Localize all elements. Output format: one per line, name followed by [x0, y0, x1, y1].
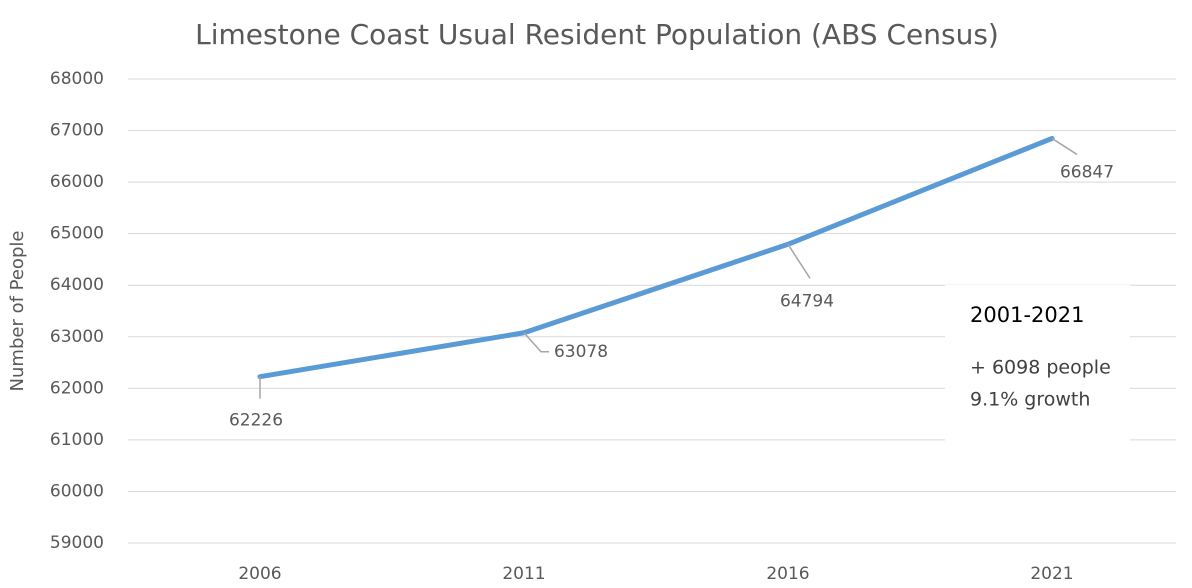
annotation-box [945, 285, 1130, 445]
y-tick-label: 67000 [50, 121, 104, 141]
data-label: 63078 [554, 342, 608, 362]
x-tick-label: 2006 [238, 564, 281, 584]
y-tick-label: 68000 [50, 69, 104, 89]
data-label: 64794 [780, 291, 834, 311]
y-tick-label: 62000 [50, 378, 104, 398]
y-tick-label: 59000 [50, 533, 104, 553]
annotation-text: + 6098 people [970, 357, 1111, 379]
data-label: 66847 [1060, 162, 1114, 182]
annotation-text: 9.1% growth [970, 389, 1090, 411]
y-tick-label: 66000 [50, 172, 104, 192]
y-tick-label: 63000 [50, 327, 104, 347]
y-tick-label: 61000 [50, 430, 104, 450]
y-tick-label: 64000 [50, 275, 104, 295]
y-axis-label: Number of People [7, 231, 28, 392]
leader-line [523, 332, 549, 353]
line-series [257, 135, 1055, 380]
x-tick-label: 2016 [766, 564, 809, 584]
y-tick-label: 65000 [50, 224, 104, 244]
data-label: 62226 [229, 411, 283, 431]
leader-line [1051, 137, 1078, 156]
x-tick-label: 2021 [1030, 564, 1073, 584]
annotation-title: 2001-2021 [970, 303, 1084, 327]
chart-title: Limestone Coast Usual Resident Populatio… [195, 18, 999, 51]
x-tick-label: 2011 [502, 564, 545, 584]
plot-area: 59000 60000 61000 62000 63000 64000 65000 66000… [50, 69, 1176, 584]
leader-line [787, 243, 811, 279]
y-tick-label: 60000 [50, 481, 104, 501]
